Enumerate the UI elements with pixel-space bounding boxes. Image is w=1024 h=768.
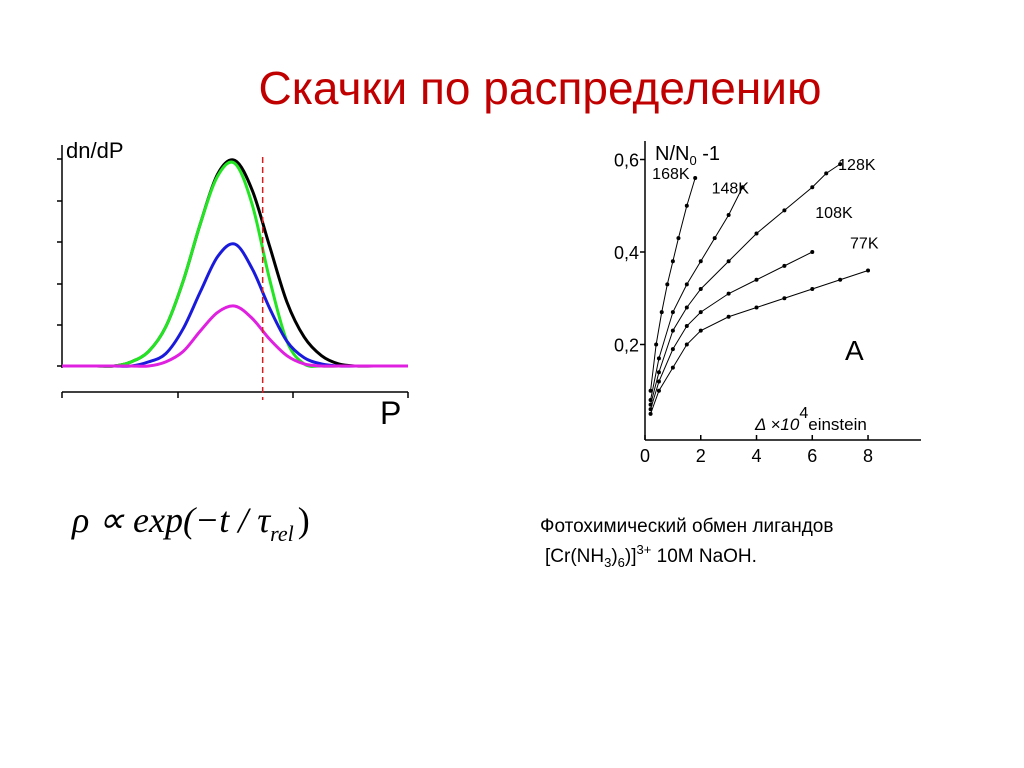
caption-part: ) (611, 546, 617, 567)
series-label: 108K (815, 205, 853, 222)
data-point (665, 282, 670, 287)
data-point (670, 365, 675, 370)
x-tick-label: 8 (863, 446, 873, 466)
data-point (726, 213, 731, 217)
caption-sub: 3 (604, 555, 611, 570)
formula-main: ρ ∝ exp(−t / τ (71, 500, 271, 540)
y-tick-label: 0,2 (614, 336, 639, 356)
x-tick-label: 2 (696, 446, 706, 466)
data-point (670, 259, 675, 264)
formula-sub: rel (270, 521, 294, 546)
x-label-post: einstein (808, 415, 867, 434)
caption-part: )] (625, 546, 637, 567)
curve (62, 304, 408, 368)
caption-part: [Cr(NH (545, 546, 604, 567)
data-point (698, 328, 703, 333)
data-point (754, 277, 759, 282)
y-tick-label: 0,6 (614, 151, 639, 171)
data-point (684, 324, 689, 328)
series-line (650, 187, 744, 401)
data-point (659, 310, 664, 315)
caption-sub: 6 (618, 555, 625, 570)
caption-sup: 3+ (637, 542, 652, 557)
x-tick-label: 6 (807, 446, 817, 466)
data-point (726, 314, 731, 319)
data-point (684, 305, 689, 310)
data-point (684, 342, 689, 347)
caption-line2: [Cr(NH3)6)]3+ 10M NaOH. (545, 542, 757, 570)
data-point (698, 287, 703, 291)
data-point (754, 305, 759, 310)
data-point (684, 203, 689, 208)
data-point (866, 268, 871, 273)
data-point (782, 208, 787, 213)
formula: ρ ∝ exp(−t / τrel) (71, 500, 310, 546)
x-tick-label: 4 (752, 446, 762, 466)
x-tick-label: 0 (640, 446, 650, 466)
data-point (782, 296, 787, 301)
y-label-sub: 0 (689, 153, 696, 168)
data-point (670, 310, 675, 315)
data-point (810, 250, 815, 254)
left-axes (57, 145, 409, 398)
data-point (693, 176, 698, 180)
caption-part: 10M NaOH. (651, 546, 757, 567)
data-point (740, 185, 745, 190)
series-label: 148K (712, 180, 750, 197)
caption-line1: Фотохимический обмен лигандов (540, 516, 833, 537)
annotation: A (845, 335, 864, 366)
x-label-pre: Δ ×10 (754, 415, 800, 434)
data-point (656, 370, 661, 375)
data-point (754, 231, 759, 236)
series-label: 128K (838, 157, 876, 174)
data-point (676, 236, 681, 241)
y-label-tail: -1 (697, 143, 720, 165)
y-label-main: N/N (655, 143, 689, 165)
data-point (656, 388, 661, 393)
data-point (838, 277, 843, 282)
data-point (838, 162, 843, 167)
data-point (648, 388, 653, 393)
data-point (698, 310, 703, 315)
x-axis-label: Δ ×104einstein (754, 405, 867, 434)
data-point (726, 291, 731, 296)
data-point (698, 259, 703, 264)
data-point (656, 379, 661, 384)
data-point (726, 259, 731, 264)
data-point (782, 263, 787, 268)
data-point (654, 342, 659, 347)
data-point (648, 411, 653, 416)
data-point (656, 356, 661, 361)
data-point (810, 287, 815, 291)
slide-title: Скачки по распределению (259, 62, 822, 114)
x-label-sup: 4 (799, 405, 808, 422)
data-point (810, 185, 815, 190)
data-point (670, 347, 675, 352)
y-tick-label: 0,4 (614, 243, 639, 263)
series-label: 77K (850, 236, 879, 253)
data-point (670, 328, 675, 333)
data-point (824, 171, 829, 176)
y-axis-label: N/N0 -1 (655, 143, 720, 168)
data-point (684, 282, 689, 287)
data-point (712, 236, 717, 241)
series-label: 168K (652, 166, 690, 183)
formula-tail: ) (298, 500, 310, 540)
series-line (650, 177, 696, 391)
x-axis-label: P (380, 395, 401, 431)
y-axis-label: dn/dP (66, 138, 124, 163)
